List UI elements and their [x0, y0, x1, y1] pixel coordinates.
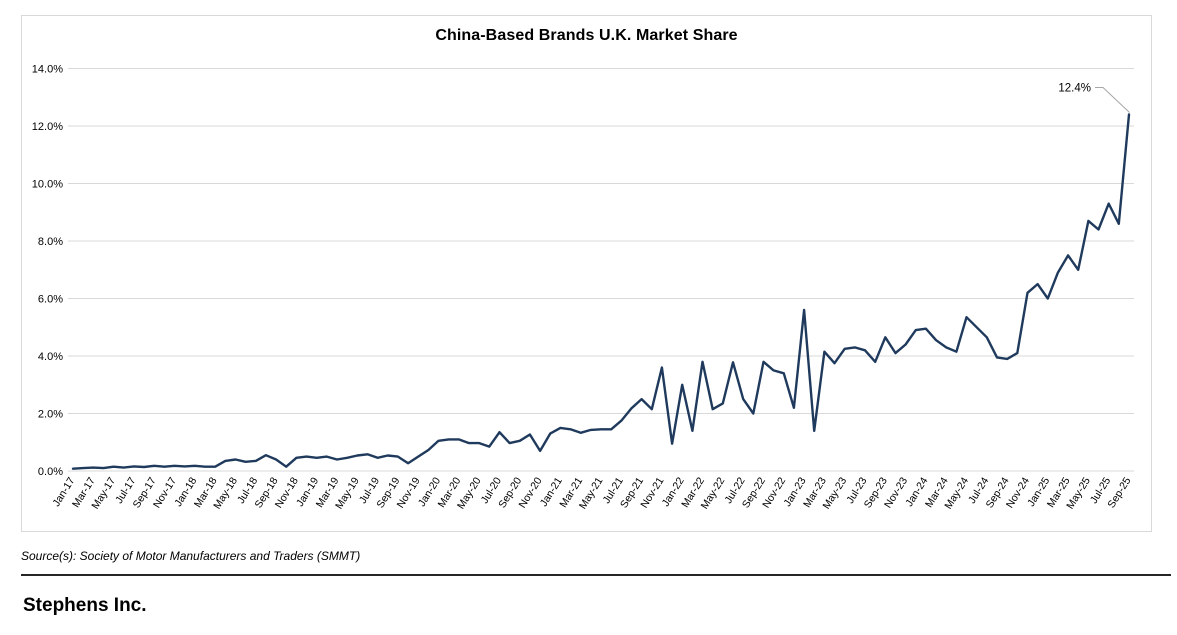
y-axis-tick-label: 2.0% — [38, 409, 63, 421]
chart-title: China-Based Brands U.K. Market Share — [435, 27, 738, 44]
market-share-line-chart: 0.0%2.0%4.0%6.0%8.0%10.0%12.0%14.0%Jan-1… — [32, 64, 1134, 511]
y-axis-tick-label: 6.0% — [38, 294, 63, 306]
stephens-logo-text: Stephens Inc. — [23, 595, 147, 616]
annotation-leader-line — [1095, 87, 1130, 113]
market-share-series-line — [71, 113, 1131, 470]
y-axis-tick-label: 4.0% — [38, 351, 63, 363]
last-point-value-label: 12.4% — [1058, 83, 1091, 95]
y-axis-tick-label: 12.0% — [32, 121, 63, 133]
y-axis-tick-label: 14.0% — [32, 64, 63, 76]
source-note: Source(s): Society of Motor Manufacturer… — [21, 549, 1171, 576]
y-axis-tick-label: 8.0% — [38, 236, 63, 248]
y-axis-tick-label: 0.0% — [38, 466, 63, 478]
source-text: Source(s): Society of Motor Manufacturer… — [21, 549, 361, 563]
chart-frame: China-Based Brands U.K. Market Share 0.0… — [21, 15, 1152, 532]
y-axis-tick-label: 10.0% — [32, 179, 63, 191]
